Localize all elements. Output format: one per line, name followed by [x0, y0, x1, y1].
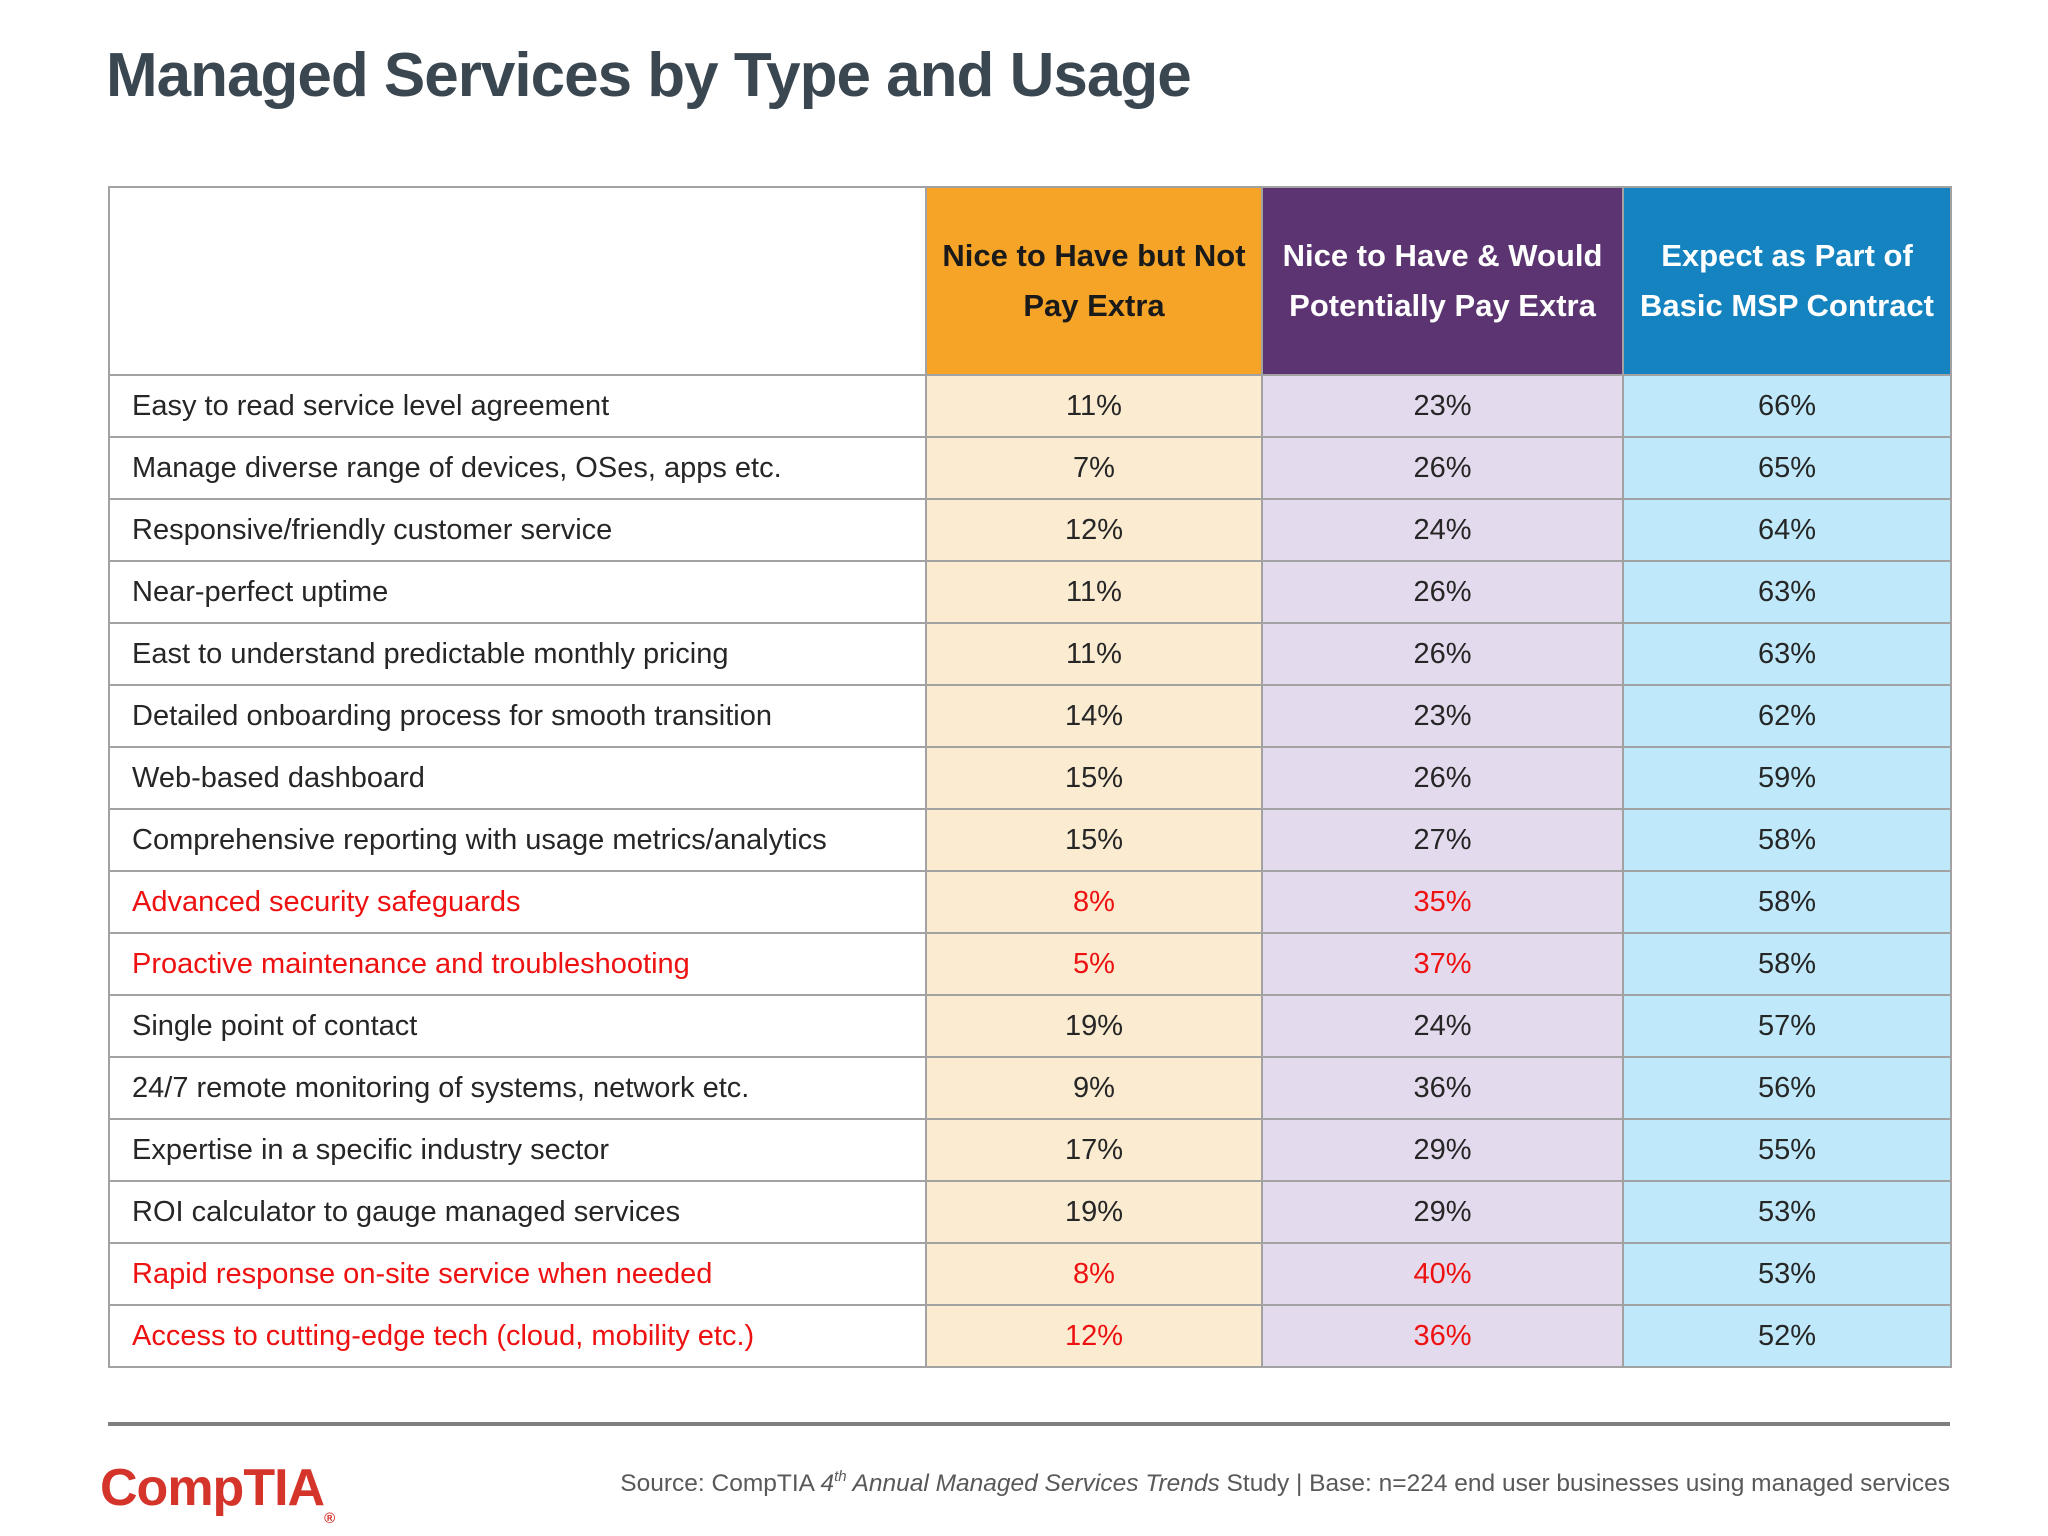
- value-cell: 11%: [925, 560, 1263, 624]
- value-cell: 29%: [1261, 1118, 1624, 1182]
- value-cell: 12%: [925, 498, 1263, 562]
- table-row: Near-perfect uptime 11% 26% 63%: [108, 560, 1952, 624]
- value-cell: 17%: [925, 1118, 1263, 1182]
- row-label: Web-based dashboard: [108, 746, 927, 810]
- value-cell: 27%: [1261, 808, 1624, 872]
- row-label: Rapid response on-site service when need…: [108, 1242, 927, 1306]
- value-cell: 36%: [1261, 1304, 1624, 1368]
- row-label: Detailed onboarding process for smooth t…: [108, 684, 927, 748]
- value-cell: 14%: [925, 684, 1263, 748]
- row-label: ROI calculator to gauge managed services: [108, 1180, 927, 1244]
- table-row: East to understand predictable monthly p…: [108, 622, 1952, 686]
- value-cell: 11%: [925, 374, 1263, 438]
- value-cell: 15%: [925, 808, 1263, 872]
- table-row: Manage diverse range of devices, OSes, a…: [108, 436, 1952, 500]
- value-cell: 53%: [1622, 1242, 1952, 1306]
- value-cell: 29%: [1261, 1180, 1624, 1244]
- row-label: Easy to read service level agreement: [108, 374, 927, 438]
- value-cell: 58%: [1622, 808, 1952, 872]
- table-row: Responsive/friendly customer service 12% 2…: [108, 498, 1952, 562]
- value-cell: 8%: [925, 1242, 1263, 1306]
- value-cell: 9%: [925, 1056, 1263, 1120]
- table-row: Rapid response on-site service when need…: [108, 1242, 1952, 1306]
- value-cell: 56%: [1622, 1056, 1952, 1120]
- row-label: Manage diverse range of devices, OSes, a…: [108, 436, 927, 500]
- table-row: Easy to read service level agreement 11% 2…: [108, 374, 1952, 438]
- row-label: Responsive/friendly customer service: [108, 498, 927, 562]
- comptia-logo-text: CompTIA: [100, 1459, 325, 1517]
- table-row: Web-based dashboard 15% 26% 59%: [108, 746, 1952, 810]
- value-cell: 26%: [1261, 622, 1624, 686]
- value-cell: 36%: [1261, 1056, 1624, 1120]
- value-cell: 62%: [1622, 684, 1952, 748]
- value-cell: 26%: [1261, 436, 1624, 500]
- value-cell: 52%: [1622, 1304, 1952, 1368]
- value-cell: 65%: [1622, 436, 1952, 500]
- row-label: East to understand predictable monthly p…: [108, 622, 927, 686]
- value-cell: 11%: [925, 622, 1263, 686]
- value-cell: 35%: [1261, 870, 1624, 934]
- row-label: Comprehensive reporting with usage metri…: [108, 808, 927, 872]
- registered-trademark-icon: ®: [324, 1510, 336, 1527]
- value-cell: 23%: [1261, 684, 1624, 748]
- value-cell: 37%: [1261, 932, 1624, 996]
- table-row: Advanced security safeguards 8% 35% 58%: [108, 870, 1952, 934]
- source-superscript: th: [834, 1468, 847, 1485]
- table-row: Detailed onboarding process for smooth t…: [108, 684, 1952, 748]
- source-study-name: Annual Managed Services Trends: [846, 1470, 1220, 1497]
- value-cell: 19%: [925, 994, 1263, 1058]
- row-label: Proactive maintenance and troubleshootin…: [108, 932, 927, 996]
- value-cell: 58%: [1622, 870, 1952, 934]
- header-row: Nice to Have but Not Pay Extra Nice to H…: [108, 186, 1952, 376]
- value-cell: 24%: [1261, 994, 1624, 1058]
- comptia-logo: CompTIA®: [100, 1458, 335, 1527]
- services-table: Nice to Have but Not Pay Extra Nice to H…: [108, 186, 1952, 1368]
- value-cell: 63%: [1622, 560, 1952, 624]
- value-cell: 15%: [925, 746, 1263, 810]
- table-row: Single point of contact 19% 24% 57%: [108, 994, 1952, 1058]
- value-cell: 66%: [1622, 374, 1952, 438]
- value-cell: 57%: [1622, 994, 1952, 1058]
- row-label: Expertise in a specific industry sector: [108, 1118, 927, 1182]
- value-cell: 12%: [925, 1304, 1263, 1368]
- table-row: Comprehensive reporting with usage metri…: [108, 808, 1952, 872]
- value-cell: 58%: [1622, 932, 1952, 996]
- footer-divider: [108, 1422, 1950, 1426]
- column-header-expect-basic-msp: Expect as Part of Basic MSP Contract: [1622, 186, 1952, 376]
- value-cell: 64%: [1622, 498, 1952, 562]
- source-text: Source: CompTIA 4th Annual Managed Servi…: [620, 1468, 1950, 1498]
- page-title: Managed Services by Type and Usage: [106, 41, 1192, 110]
- table-row: Access to cutting-edge tech (cloud, mobi…: [108, 1304, 1952, 1368]
- row-label: Near-perfect uptime: [108, 560, 927, 624]
- table-row: ROI calculator to gauge managed services…: [108, 1180, 1952, 1244]
- value-cell: 53%: [1622, 1180, 1952, 1244]
- value-cell: 24%: [1261, 498, 1624, 562]
- value-cell: 40%: [1261, 1242, 1624, 1306]
- source-number: 4: [820, 1470, 835, 1497]
- row-label: Advanced security safeguards: [108, 870, 927, 934]
- value-cell: 26%: [1261, 560, 1624, 624]
- value-cell: 59%: [1622, 746, 1952, 810]
- corner-cell: [108, 186, 927, 376]
- table-row: Proactive maintenance and troubleshootin…: [108, 932, 1952, 996]
- value-cell: 23%: [1261, 374, 1624, 438]
- source-prefix: Source: CompTIA: [620, 1470, 821, 1497]
- row-label: 24/7 remote monitoring of systems, netwo…: [108, 1056, 927, 1120]
- value-cell: 63%: [1622, 622, 1952, 686]
- value-cell: 5%: [925, 932, 1263, 996]
- column-header-nice-to-have-not-pay: Nice to Have but Not Pay Extra: [925, 186, 1263, 376]
- column-header-nice-to-have-pay-extra: Nice to Have & Would Potentially Pay Ext…: [1261, 186, 1624, 376]
- value-cell: 26%: [1261, 746, 1624, 810]
- value-cell: 7%: [925, 436, 1263, 500]
- row-label: Access to cutting-edge tech (cloud, mobi…: [108, 1304, 927, 1368]
- table-row: 24/7 remote monitoring of systems, netwo…: [108, 1056, 1952, 1120]
- value-cell: 55%: [1622, 1118, 1952, 1182]
- table-row: Expertise in a specific industry sector 1…: [108, 1118, 1952, 1182]
- source-base: Study | Base: n=224 end user businesses …: [1219, 1470, 1950, 1497]
- value-cell: 19%: [925, 1180, 1263, 1244]
- row-label: Single point of contact: [108, 994, 927, 1058]
- value-cell: 8%: [925, 870, 1263, 934]
